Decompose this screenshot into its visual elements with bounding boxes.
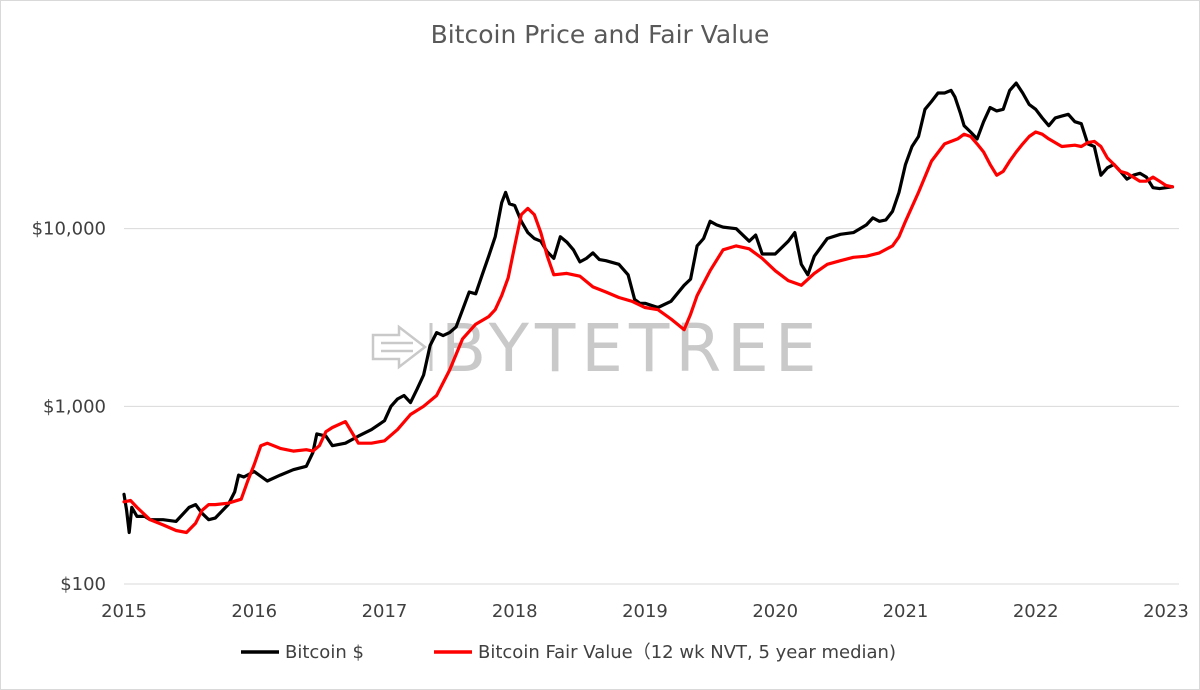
x-tick-label: 2016 — [231, 601, 277, 622]
grid-layer — [124, 228, 1179, 585]
x-tick-label: 2021 — [883, 601, 929, 622]
chart-legend: Bitcoin $ Bitcoin Fair Value（12 wk NVT, 5… — [241, 642, 896, 663]
x-tick-label: 2015 — [101, 601, 147, 622]
bytetree-logo-icon — [371, 323, 433, 371]
series-layer — [122, 81, 1175, 535]
axis-layer: $100 $1,000 $10,000 2015 2016 2017 2018 2019 202… — [32, 219, 1189, 622]
x-tick-label: 2023 — [1143, 601, 1189, 622]
watermark-text: BYTETREE — [441, 310, 823, 387]
series-line-fair-value — [122, 130, 1175, 535]
y-tick-label: $1,000 — [43, 396, 106, 417]
chart-title: Bitcoin Price and Fair Value — [431, 20, 770, 49]
x-tick-label: 2022 — [1013, 601, 1059, 622]
y-tick-label: $100 — [60, 574, 106, 595]
series-line-bitcoin-price — [122, 81, 1175, 535]
y-tick-label: $10,000 — [32, 219, 106, 240]
x-tick-label: 2017 — [362, 601, 408, 622]
x-tick-label: 2020 — [752, 601, 798, 622]
legend-label: Bitcoin $ — [285, 642, 364, 663]
watermark: BYTETREE — [371, 310, 823, 387]
x-tick-label: 2018 — [492, 601, 538, 622]
legend-label: Bitcoin Fair Value（12 wk NVT, 5 year med… — [478, 642, 896, 663]
x-tick-label: 2019 — [622, 601, 668, 622]
